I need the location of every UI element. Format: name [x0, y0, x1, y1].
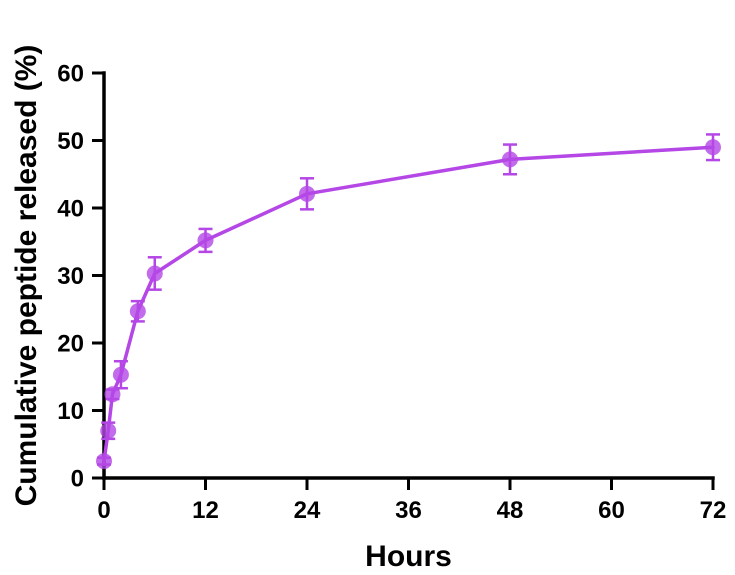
- x-axis-title: Hours: [365, 540, 452, 573]
- y-axis-title: Cumulative peptide released (%): [10, 45, 43, 507]
- x-axis: 0 12 24 36 48 60 72: [97, 476, 727, 524]
- data-point: [96, 453, 112, 470]
- x-tick-label: 12: [192, 497, 219, 524]
- y-tick-label: 40: [57, 196, 84, 223]
- x-tick-label: 36: [395, 497, 422, 524]
- y-tick-label: 50: [57, 128, 84, 155]
- x-tick-label: 72: [700, 497, 727, 524]
- data-point: [197, 232, 214, 249]
- y-tick-label: 10: [57, 398, 84, 425]
- y-tick-label: 30: [57, 263, 84, 290]
- data-point: [129, 303, 146, 320]
- y-tick-label: 60: [57, 61, 84, 88]
- data-point: [299, 185, 315, 202]
- data-series: [96, 133, 721, 470]
- data-point: [104, 386, 121, 403]
- data-point: [146, 265, 163, 282]
- x-tick-label: 60: [598, 497, 625, 524]
- series-line: [102, 145, 715, 463]
- x-tick-label: 24: [294, 497, 321, 524]
- data-point: [112, 366, 129, 383]
- data-point: [100, 422, 117, 439]
- y-tick-label: 0: [71, 466, 84, 493]
- x-tick-label: 48: [497, 497, 524, 524]
- y-tick-label: 20: [57, 331, 84, 358]
- data-point: [705, 139, 721, 156]
- y-axis: 0 10 20 30 40 50 60: [57, 61, 106, 493]
- data-point: [502, 151, 518, 168]
- x-tick-label: 0: [97, 497, 110, 524]
